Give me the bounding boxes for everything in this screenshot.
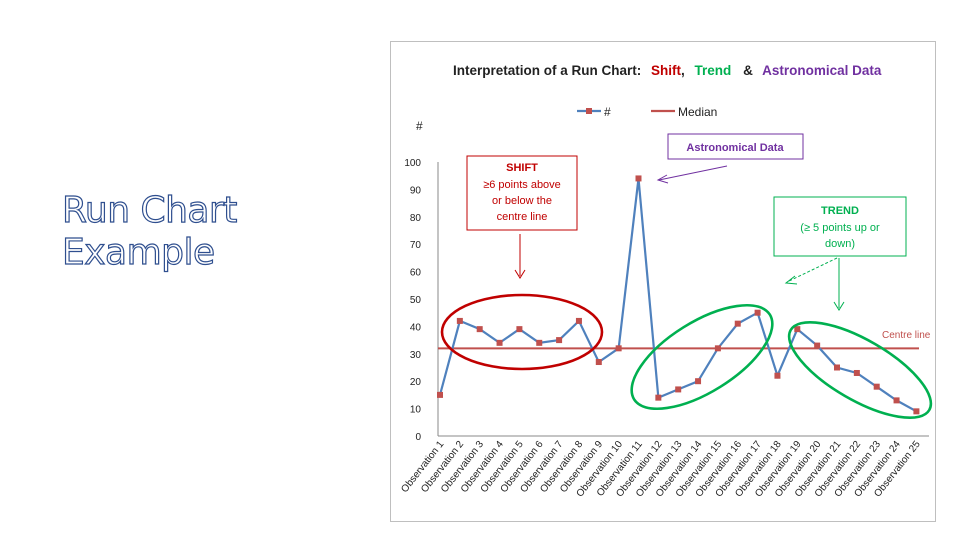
data-point — [834, 364, 840, 371]
slide-title-line2: Example — [61, 231, 215, 273]
data-point — [675, 386, 682, 393]
trend-arrowhead-1 — [784, 275, 798, 285]
chart-title-trend: Trend — [695, 63, 732, 78]
y-tick-label: 0 — [415, 432, 421, 443]
data-point — [814, 342, 821, 349]
data-point — [714, 345, 721, 352]
y-tick-label: 90 — [410, 185, 422, 196]
y-axis-label: # — [416, 119, 423, 133]
y-tick-label: 50 — [410, 295, 422, 306]
shift-text-4: centre line — [497, 211, 548, 223]
y-tick-label: 100 — [404, 158, 421, 169]
y-ticks: 0 10 20 30 40 50 60 70 80 90 100 — [404, 158, 421, 443]
y-tick-label: 30 — [410, 350, 422, 361]
chart-title-shift: Shift — [651, 63, 681, 78]
shift-text-3: or below the — [492, 195, 552, 207]
trend-ellipse-1 — [630, 303, 774, 411]
shift-text-1: SHIFT — [506, 162, 538, 174]
y-tick-label: 60 — [410, 268, 422, 279]
chart-title-amp: & — [743, 63, 753, 78]
shift-ellipse — [440, 293, 604, 371]
trend-text-3: down) — [825, 238, 855, 250]
data-point — [734, 320, 741, 327]
run-chart: Interpretation of a Run Chart: Shift, Tr… — [399, 63, 933, 500]
legend-series-marker — [586, 108, 592, 114]
data-point — [655, 394, 662, 401]
shift-box — [466, 155, 578, 231]
data-point — [913, 408, 920, 415]
data-point — [893, 397, 900, 404]
slide-title: Run Chart Example — [61, 189, 322, 274]
data-point — [853, 369, 860, 376]
y-tick-label: 70 — [410, 240, 422, 251]
data-point — [437, 391, 443, 398]
legend: # Median — [577, 105, 717, 119]
astro-callout: Astronomical Data — [656, 133, 804, 184]
trend-box — [773, 196, 907, 257]
trend-arrowhead-2 — [833, 301, 845, 311]
data-point — [873, 383, 880, 390]
shift-callout: SHIFT ≥6 points above or below the centr… — [466, 155, 578, 279]
y-tick-label: 80 — [410, 213, 422, 224]
trend-arrow-1 — [786, 257, 838, 283]
chart-title-comma: , — [681, 63, 685, 78]
slide-title-line1: Run Chart — [61, 189, 238, 231]
astro-box — [667, 133, 804, 160]
data-point — [516, 326, 523, 333]
data-point — [635, 175, 642, 182]
data-point — [496, 339, 503, 346]
data-point — [595, 359, 602, 366]
data-point — [754, 309, 761, 316]
chart-title-astro: Astronomical Data — [762, 63, 882, 78]
data-point — [456, 317, 463, 324]
trend-callout: TREND (≥ 5 points up or down) — [773, 196, 907, 311]
astro-arrow — [658, 165, 728, 181]
data-point — [556, 337, 563, 344]
data-point — [476, 326, 483, 333]
data-point — [695, 378, 702, 385]
trend-ellipse-2 — [787, 321, 933, 419]
legend-series-label: # — [604, 105, 611, 119]
y-tick-label: 20 — [410, 377, 422, 388]
chart-title-prefix: Interpretation of a Run Chart: — [453, 63, 641, 78]
chart-frame: Interpretation of a Run Chart: Shift, Tr… — [390, 41, 936, 522]
shift-text-2: ≥6 points above — [483, 179, 561, 191]
astro-arrowhead — [656, 174, 669, 184]
chart-title: Interpretation of a Run Chart: Shift, Tr… — [453, 63, 882, 78]
data-point — [615, 345, 622, 352]
data-point — [774, 372, 781, 379]
trend-text-1: TREND — [821, 205, 859, 217]
centre-line-label: Centre line — [882, 330, 931, 341]
shift-arrowhead — [514, 269, 526, 279]
series-markers — [437, 175, 920, 415]
legend-median-label: Median — [678, 105, 717, 119]
y-tick-label: 40 — [410, 322, 422, 333]
astro-text: Astronomical Data — [686, 142, 784, 154]
y-tick-label: 10 — [410, 405, 422, 416]
data-point — [794, 326, 801, 333]
data-point — [575, 317, 582, 324]
trend-text-2: (≥ 5 points up or — [800, 222, 880, 234]
data-point — [536, 339, 543, 346]
